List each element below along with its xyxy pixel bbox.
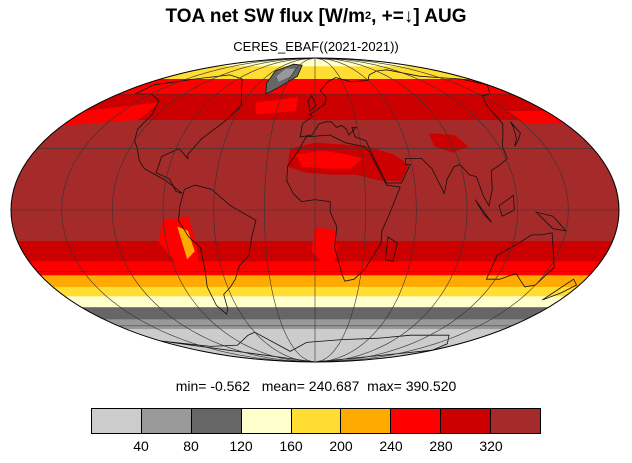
min-label: min= (175, 378, 207, 394)
max-label: max= (367, 378, 402, 394)
colorbar-tick-label: 320 (479, 438, 503, 454)
colorbar-swatch (191, 409, 242, 433)
colorbar-swatch (341, 409, 392, 433)
colorbar-swatch (491, 409, 541, 433)
coast-africa (286, 134, 401, 282)
graticule (11, 58, 619, 362)
coast-britain (307, 94, 317, 112)
coast-north-america (134, 74, 243, 194)
flux-patch (311, 226, 338, 268)
colorbar-swatch (291, 409, 342, 433)
coast-eurasia (299, 69, 508, 207)
colorbar (91, 408, 541, 434)
colorbar-tick-label: 160 (279, 438, 303, 454)
flux-patch (62, 102, 161, 126)
map-title: TOA net SW flux [W/m2, +=↓] AUG (0, 6, 632, 28)
colorbar-labels: 40 80 120 160 200 240 280 320 (91, 438, 541, 458)
colorbar-tick-label: 120 (229, 438, 253, 454)
colorbar-swatch (441, 409, 492, 433)
colorbar-swatch (391, 409, 442, 433)
flux-patch (255, 97, 298, 115)
flux-patch (276, 68, 296, 82)
mean-value: 240.687 (308, 378, 360, 394)
colorbar-tick-label: 40 (133, 438, 149, 454)
coast-sumatra (474, 199, 493, 223)
max-value: 390.520 (405, 378, 457, 394)
colorbar-swatch (92, 409, 142, 433)
statistics-line: min= -0.562 mean= 240.687 max= 390.520 (0, 378, 632, 394)
colorbar-tick-label: 240 (379, 438, 403, 454)
flux-patch (428, 133, 469, 153)
colorbar-tick-label: 280 (429, 438, 453, 454)
min-value: -0.562 (210, 378, 251, 394)
mean-label: mean= (261, 378, 305, 394)
map-subtitle: CERES_EBAF((2021-2021)) (233, 39, 399, 54)
colorbar-tick-label: 200 (329, 438, 353, 454)
coastlines (134, 63, 578, 362)
colorbar-swatch (141, 409, 192, 433)
colorbar-tick-label: 80 (183, 438, 199, 454)
coast-madagascar (384, 236, 398, 262)
title-text: TOA net SW flux [W/m (165, 6, 366, 27)
flux-patch (507, 111, 566, 124)
coast-japan (510, 121, 521, 147)
coast-new-zealand (542, 278, 578, 301)
map-outline (10, 57, 620, 363)
title-text-rest: , +=↓] AUG (371, 6, 467, 27)
coast-australia (485, 232, 555, 288)
coast-greenland (265, 63, 303, 95)
flux-patch (177, 226, 195, 260)
coast-south-america (178, 184, 257, 315)
colorbar-swatch (241, 409, 292, 433)
title-superscript: 2 (365, 10, 372, 22)
flux-patch (296, 150, 363, 169)
